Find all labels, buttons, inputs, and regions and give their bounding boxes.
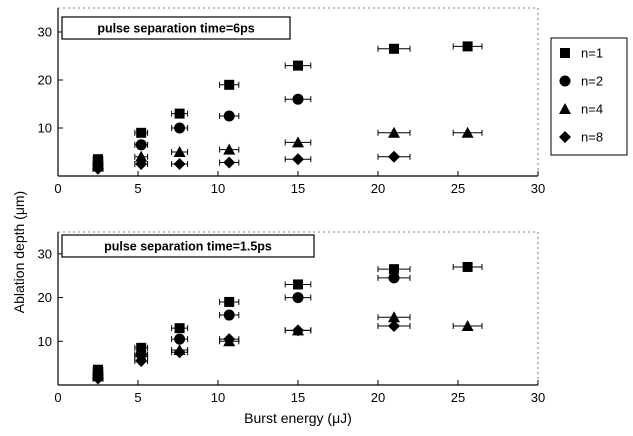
data-point-square xyxy=(389,264,399,275)
y-axis-title: Ablation depth (μm) xyxy=(11,191,27,313)
data-point-diamond xyxy=(292,153,304,166)
data-point-circle xyxy=(135,139,147,151)
data-point-square xyxy=(136,127,147,138)
legend-label: n=8 xyxy=(581,130,603,145)
bottom-panel-1-5ps: 0 5 10 15 20 25 30 10 20 30 pulse separation time=… xyxy=(38,231,545,426)
y-tick-label: 10 xyxy=(38,121,52,136)
y-tick-label: 10 xyxy=(38,334,52,349)
data-point-circle xyxy=(292,93,304,105)
data-point-diamond xyxy=(388,319,400,332)
legend-marker-diamond xyxy=(559,131,571,143)
data-point-square xyxy=(136,342,147,353)
data-point-square xyxy=(293,60,303,71)
y-tick-label: 30 xyxy=(38,25,52,40)
x-tick-label: 25 xyxy=(451,181,465,196)
data-point-diamond xyxy=(92,162,104,175)
data-point-diamond xyxy=(292,324,304,337)
x-tick-label: 30 xyxy=(531,390,545,405)
x-tick-label: 10 xyxy=(211,390,225,405)
data-point-circle xyxy=(223,110,235,122)
data-point-square xyxy=(174,323,185,334)
x-tick-label: 25 xyxy=(451,390,465,405)
data-point-square xyxy=(174,108,185,119)
data-point-diamond xyxy=(173,158,186,170)
data-point-diamond xyxy=(388,150,400,163)
x-tick-label: 30 xyxy=(531,181,545,196)
data-point-diamond xyxy=(92,372,104,385)
data-point-diamond xyxy=(223,333,236,346)
x-tick-label: 0 xyxy=(54,390,61,405)
data-point-diamond xyxy=(223,156,236,169)
data-point-diamond xyxy=(135,354,148,367)
legend-marker-triangle xyxy=(559,103,571,114)
data-point-circle xyxy=(388,272,400,284)
panel-title: pulse separation time=6ps xyxy=(97,22,254,36)
data-point-square xyxy=(389,43,399,54)
data-point-triangle xyxy=(461,319,474,331)
data-point-circle xyxy=(174,333,186,345)
y-tick-label: 20 xyxy=(38,290,52,305)
x-axis-title: Burst energy (μJ) xyxy=(244,410,352,426)
x-tick-label: 15 xyxy=(291,390,305,405)
data-point-circle xyxy=(223,309,235,321)
data-point-diamond xyxy=(135,158,148,170)
data-point-square xyxy=(462,41,473,52)
legend-label: n=2 xyxy=(581,74,603,89)
panel-title-box xyxy=(61,16,291,40)
data-point-triangle xyxy=(223,143,236,155)
x-tick-label: 5 xyxy=(134,390,141,405)
panel-title: pulse separation time=1.5ps xyxy=(104,240,272,254)
x-tick-label: 5 xyxy=(134,181,141,196)
data-point-triangle xyxy=(173,146,186,157)
data-point-triangle xyxy=(388,126,400,138)
data-point-triangle xyxy=(292,136,304,148)
data-point-circle xyxy=(292,292,304,304)
data-point-square xyxy=(224,79,235,90)
x-tick-label: 10 xyxy=(211,181,225,196)
y-tick-label: 20 xyxy=(38,73,52,88)
x-tick-label: 20 xyxy=(371,390,385,405)
y-tick-label: 30 xyxy=(38,246,52,261)
legend-marker-circle xyxy=(559,75,571,87)
x-tick-label: 20 xyxy=(371,181,385,196)
x-tick-label: 15 xyxy=(291,181,305,196)
legend: n=1 n=2 n=4 n=8 xyxy=(550,37,628,156)
data-point-diamond xyxy=(173,346,186,359)
legend-label: n=1 xyxy=(581,46,603,61)
legend-label: n=4 xyxy=(581,102,603,117)
data-point-square xyxy=(462,261,473,272)
data-point-triangle xyxy=(388,311,400,323)
x-tick-label: 0 xyxy=(54,181,61,196)
data-point-triangle xyxy=(135,150,148,162)
legend-marker-square xyxy=(560,48,570,58)
data-point-triangle xyxy=(461,126,474,138)
data-point-square xyxy=(224,296,235,307)
panel-title-box xyxy=(61,234,315,258)
data-point-square xyxy=(293,279,303,290)
top-panel-6ps: 0 5 10 15 20 25 30 10 20 30 pulse separation time=… xyxy=(38,7,545,196)
data-point-circle xyxy=(174,122,186,134)
